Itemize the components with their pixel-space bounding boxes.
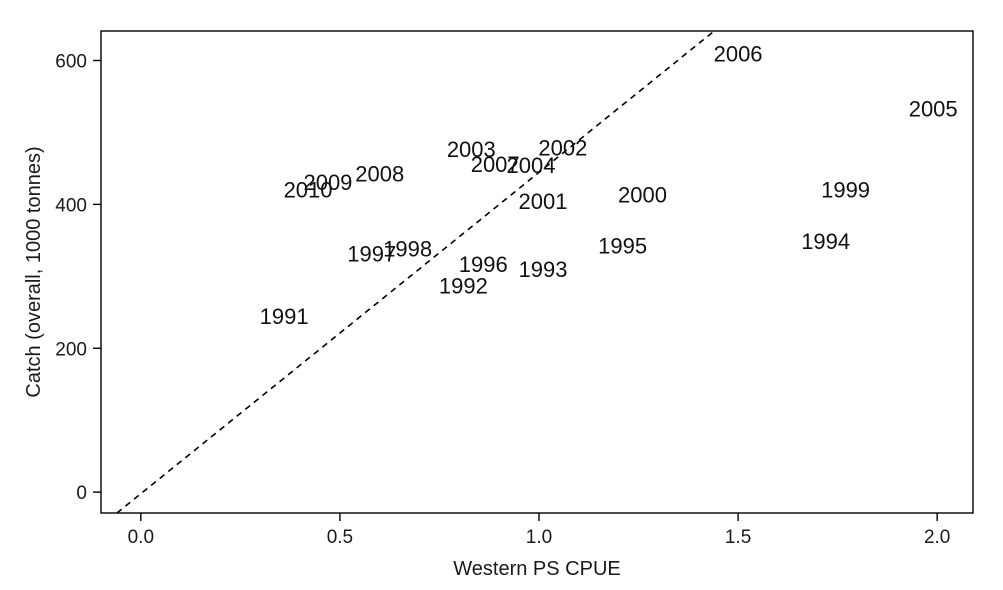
x-tick-label: 0.5 xyxy=(327,527,353,548)
point-label: 1996 xyxy=(459,252,508,277)
plot-frame xyxy=(100,30,974,514)
point-label: 1994 xyxy=(801,229,850,254)
x-tick-label: 2.0 xyxy=(924,527,950,548)
point-label: 1997 xyxy=(347,241,396,266)
point-label: 2003 xyxy=(447,137,496,162)
point-label: 2002 xyxy=(538,136,587,161)
y-axis: 0 200 400 600 xyxy=(55,51,101,504)
point-label: 1999 xyxy=(821,177,870,202)
point-label: 1991 xyxy=(260,304,309,329)
point-label: 2007 xyxy=(471,152,520,177)
y-tick-label: 200 xyxy=(55,339,87,360)
reference-line xyxy=(116,31,715,513)
point-label: 2006 xyxy=(714,41,763,66)
point-label: 1993 xyxy=(518,257,567,282)
point-label: 1998 xyxy=(383,236,432,261)
point-label: 2001 xyxy=(518,189,567,214)
y-axis-title: Catch (overall, 1000 tonnes) xyxy=(23,146,45,397)
y-tick-label: 600 xyxy=(55,51,87,72)
point-label: 2009 xyxy=(303,170,352,195)
point-label: 2005 xyxy=(909,97,958,122)
y-tick-label: 0 xyxy=(76,483,87,504)
x-tick-label: 1.0 xyxy=(526,527,552,548)
x-tick-label: 0.0 xyxy=(128,527,154,548)
point-label: 2004 xyxy=(507,153,556,178)
y-tick-label: 400 xyxy=(55,195,87,216)
x-axis-title: Western PS CPUE xyxy=(453,558,620,580)
point-label: 2000 xyxy=(618,182,667,207)
point-label: 1992 xyxy=(439,274,488,299)
point-label: 2008 xyxy=(355,161,404,186)
point-label: 2010 xyxy=(284,177,333,202)
reference-line-group xyxy=(116,31,715,513)
x-axis: 0.0 0.5 1.0 1.5 2.0 xyxy=(128,513,950,548)
point-label: 1995 xyxy=(598,233,647,258)
x-tick-label: 1.5 xyxy=(725,527,751,548)
